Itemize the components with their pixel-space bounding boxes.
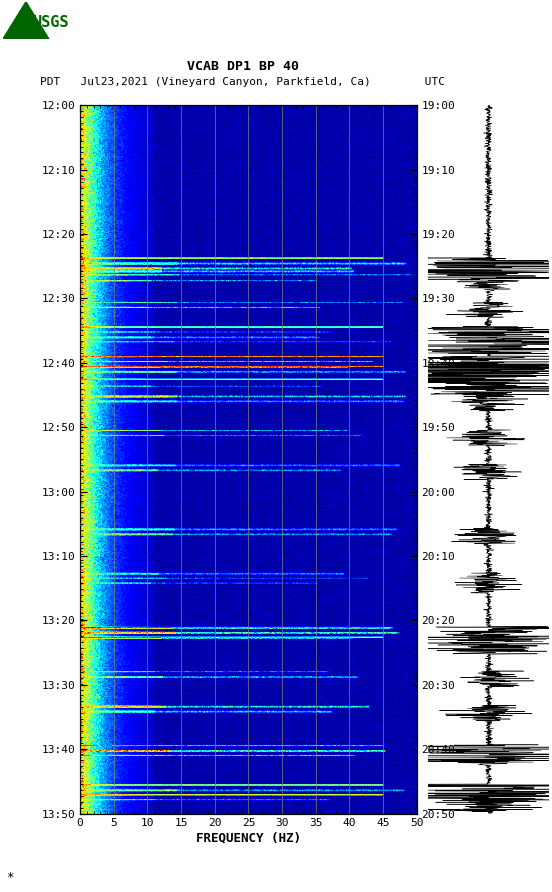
Text: USGS: USGS [33, 15, 69, 30]
Text: PDT   Jul23,2021 (Vineyard Canyon, Parkfield, Ca)        UTC: PDT Jul23,2021 (Vineyard Canyon, Parkfie… [40, 77, 445, 87]
Polygon shape [3, 2, 49, 39]
X-axis label: FREQUENCY (HZ): FREQUENCY (HZ) [196, 831, 301, 844]
Text: *: * [6, 871, 13, 884]
Text: VCAB DP1 BP 40: VCAB DP1 BP 40 [187, 60, 299, 72]
